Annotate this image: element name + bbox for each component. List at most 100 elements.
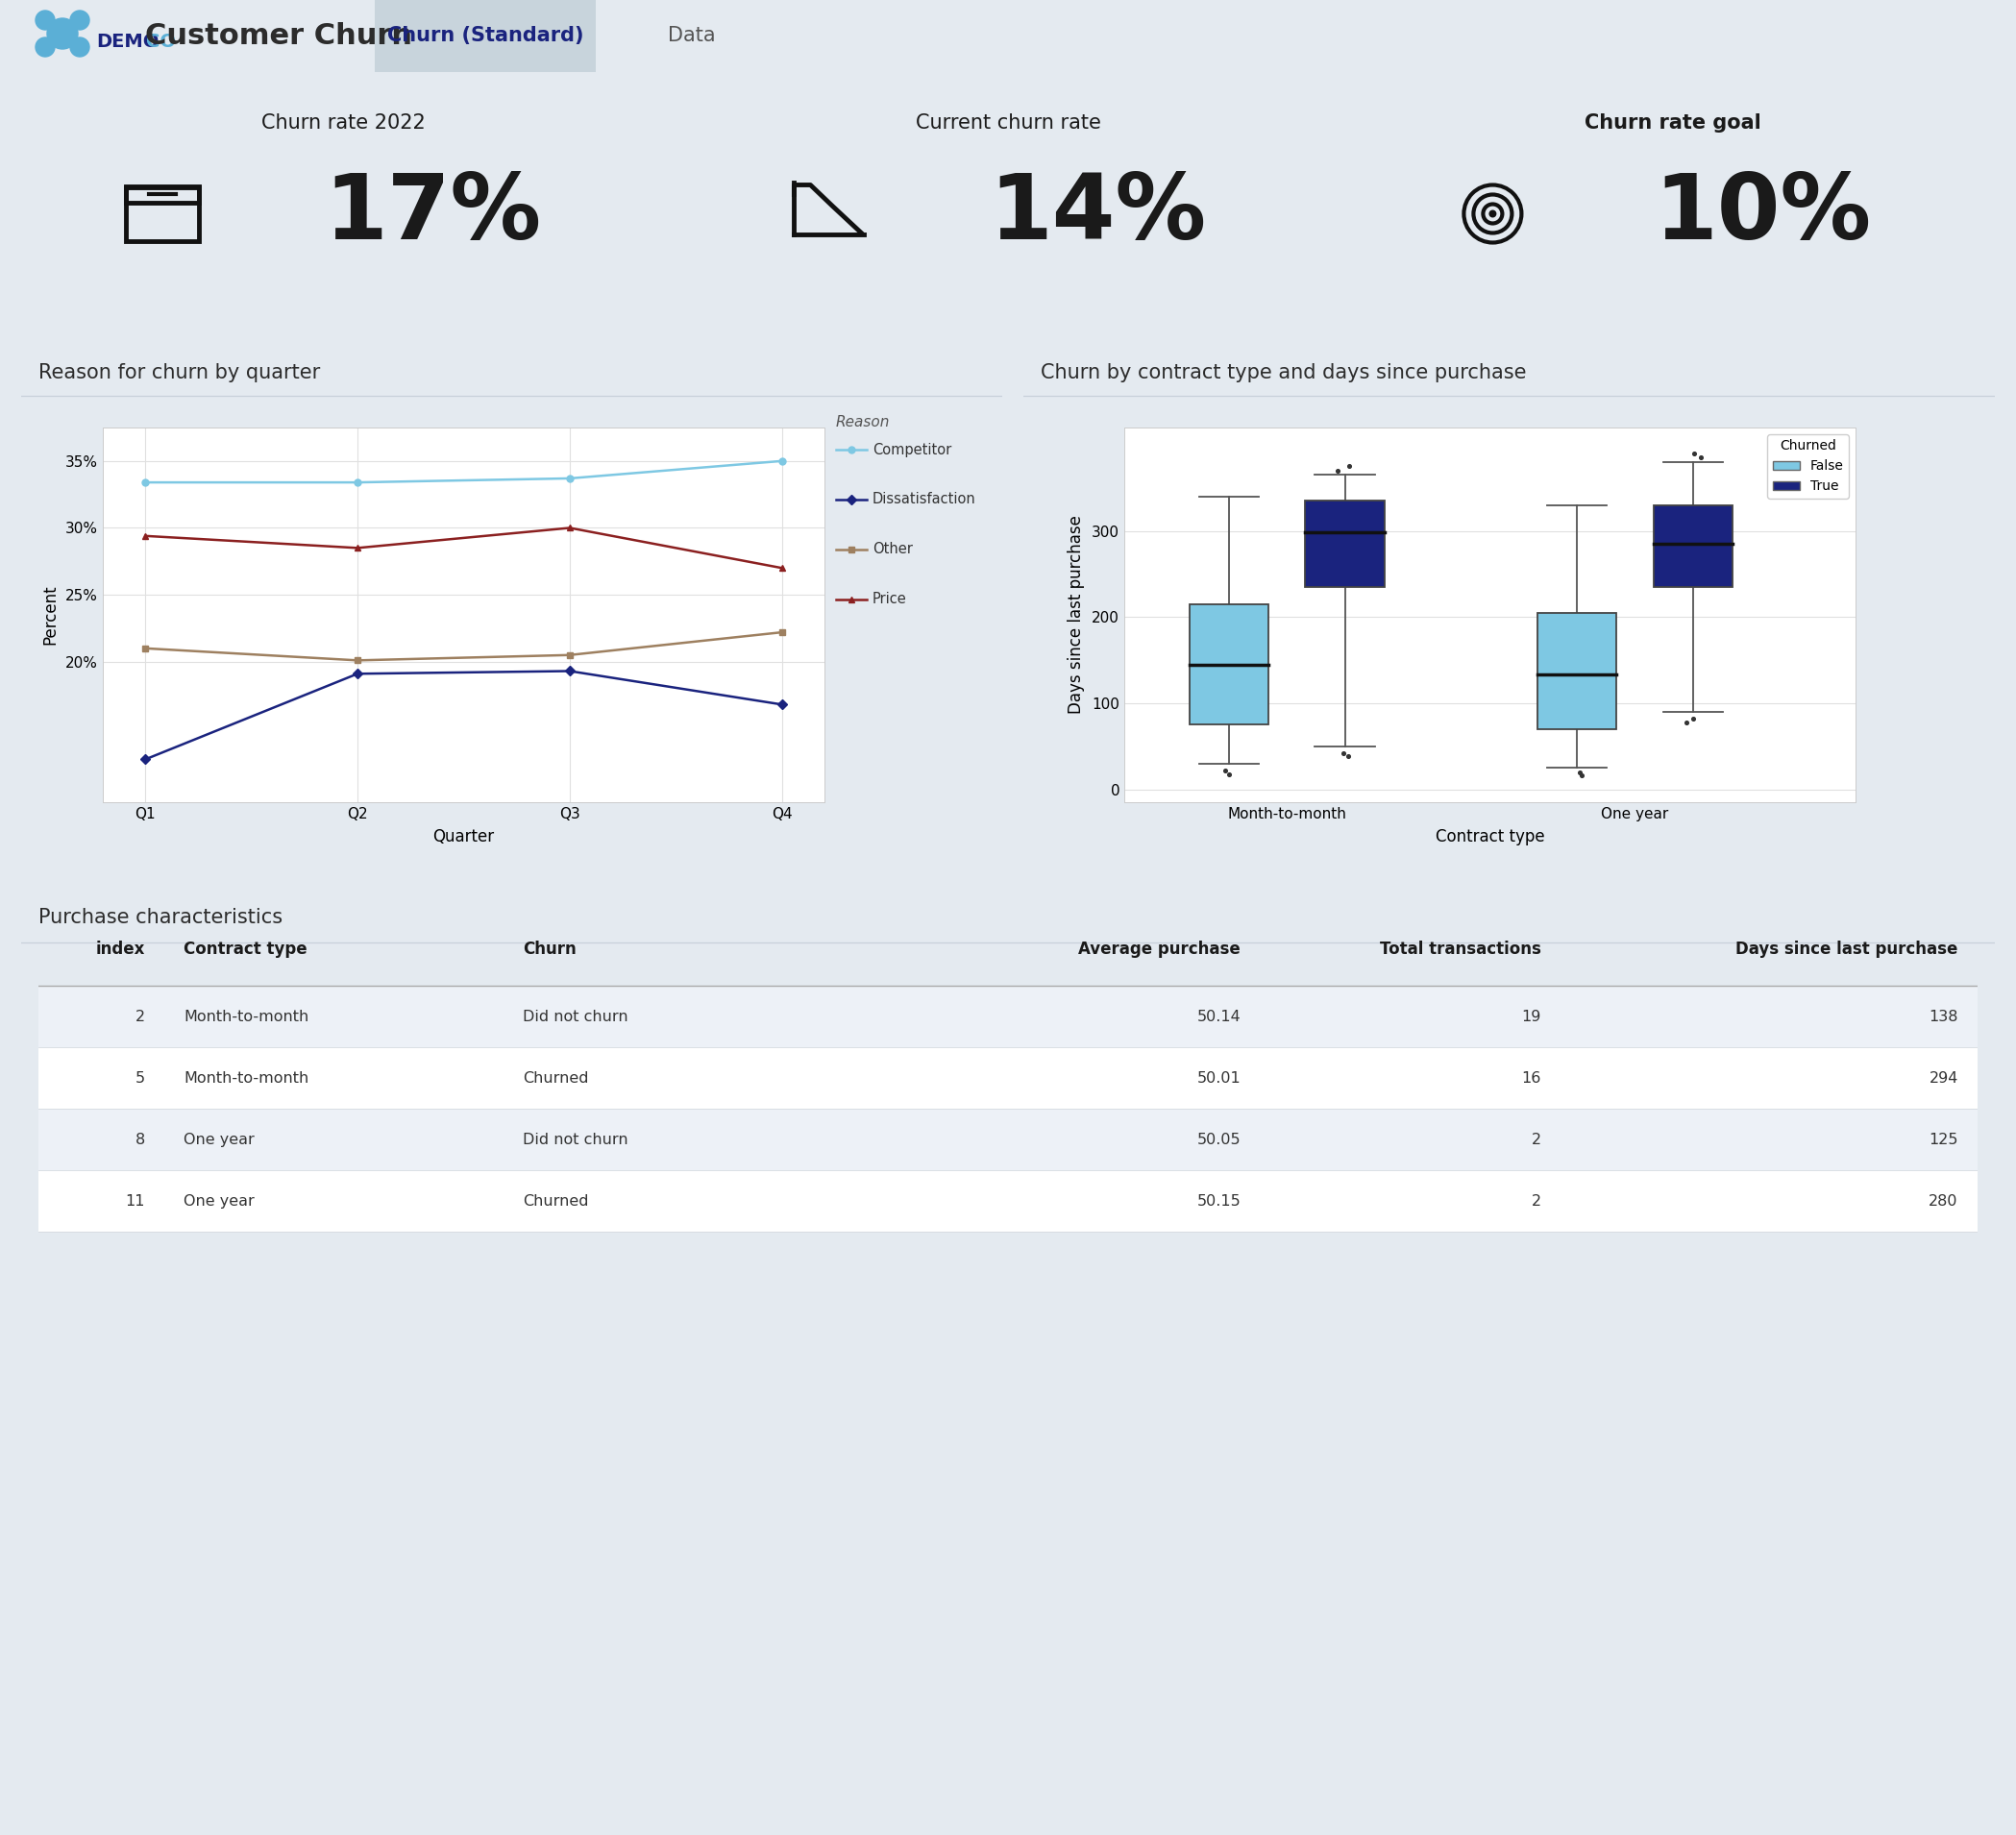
Text: CO: CO: [145, 33, 175, 51]
Text: Churned: Churned: [524, 1072, 589, 1084]
Dissatisfaction: [133, 749, 157, 771]
Point: [1333, 741, 1365, 771]
Text: 11: 11: [125, 1195, 145, 1207]
Text: 16: 16: [1522, 1072, 1542, 1084]
Text: Churn by contract type and days since purchase: Churn by contract type and days since pu…: [1040, 363, 1526, 382]
Text: 10%: 10%: [1655, 169, 1871, 259]
Line: Price: Price: [141, 525, 786, 571]
Text: 2: 2: [135, 1009, 145, 1024]
Text: 280: 280: [1929, 1195, 1958, 1207]
Bar: [1538, 613, 1617, 728]
Competitor: [770, 450, 794, 472]
Y-axis label: Days since last purchase: Days since last purchase: [1068, 516, 1085, 714]
Bar: [38, 985, 1978, 1048]
Point: [1564, 758, 1597, 787]
Other: [770, 622, 794, 644]
Bar: [38, 1171, 1978, 1231]
Text: Average purchase: Average purchase: [1079, 940, 1240, 958]
Point: [1210, 756, 1242, 785]
Text: 5: 5: [135, 1072, 145, 1084]
Text: 17%: 17%: [325, 169, 542, 259]
Line: Other: Other: [141, 629, 786, 664]
Text: Did not churn: Did not churn: [524, 1132, 629, 1147]
Point: [1329, 738, 1361, 767]
Text: Churn rate 2022: Churn rate 2022: [260, 114, 425, 132]
Dissatisfaction: [770, 694, 794, 716]
X-axis label: Contract type: Contract type: [1435, 828, 1544, 846]
Price: [558, 517, 583, 539]
Text: 294: 294: [1929, 1072, 1958, 1084]
Other: [345, 650, 369, 672]
Circle shape: [1490, 209, 1496, 218]
Text: Churn: Churn: [524, 940, 577, 958]
Text: Reason for churn by quarter: Reason for churn by quarter: [38, 363, 321, 382]
Text: 19: 19: [1522, 1009, 1542, 1024]
Text: Other: Other: [873, 543, 913, 556]
Text: One year: One year: [183, 1132, 254, 1147]
Text: Contract type: Contract type: [183, 940, 308, 958]
Point: [1677, 705, 1710, 734]
Price: [133, 525, 157, 547]
Price: [345, 538, 369, 560]
Bar: [127, 187, 200, 240]
Line: Dissatisfaction: Dissatisfaction: [141, 668, 786, 763]
Text: 50.15: 50.15: [1198, 1195, 1240, 1207]
Text: Dissatisfaction: Dissatisfaction: [873, 492, 976, 506]
Point: [1212, 760, 1244, 789]
Line: Competitor: Competitor: [141, 457, 786, 486]
Text: Price: Price: [873, 593, 907, 607]
Circle shape: [46, 18, 79, 50]
Point: [1677, 439, 1710, 468]
Text: 2: 2: [1532, 1195, 1542, 1207]
Circle shape: [36, 11, 54, 29]
Circle shape: [71, 37, 89, 57]
Bar: [1189, 604, 1268, 725]
Competitor: [345, 472, 369, 494]
Bar: [375, 0, 597, 72]
Point: [1333, 451, 1365, 481]
Competitor: [133, 472, 157, 494]
Bar: [1653, 505, 1732, 587]
X-axis label: Quarter: Quarter: [433, 828, 494, 846]
Text: Data: Data: [667, 26, 716, 46]
Text: Total transactions: Total transactions: [1379, 940, 1542, 958]
Text: Did not churn: Did not churn: [524, 1009, 629, 1024]
Text: 2: 2: [1532, 1132, 1542, 1147]
Text: Days since last purchase: Days since last purchase: [1736, 940, 1958, 958]
Text: 50.14: 50.14: [1198, 1009, 1240, 1024]
Bar: [1304, 501, 1385, 587]
Text: DEMO: DEMO: [97, 33, 159, 51]
Dissatisfaction: [345, 662, 369, 684]
Legend: False, True: False, True: [1768, 435, 1849, 499]
Dissatisfaction: [558, 661, 583, 683]
Text: Churn rate goal: Churn rate goal: [1585, 114, 1762, 132]
Bar: [127, 187, 200, 202]
Y-axis label: Percent: Percent: [42, 585, 58, 644]
Text: 14%: 14%: [990, 169, 1208, 259]
Bar: [38, 1108, 1978, 1171]
Text: Month-to-month: Month-to-month: [183, 1072, 308, 1084]
Circle shape: [71, 11, 89, 29]
Point: [1566, 762, 1599, 791]
Text: Purchase characteristics: Purchase characteristics: [38, 908, 282, 927]
Text: Month-to-month: Month-to-month: [183, 1009, 308, 1024]
Text: Current churn rate: Current churn rate: [915, 114, 1101, 132]
Text: Churn (Standard): Churn (Standard): [387, 26, 583, 46]
Circle shape: [36, 37, 54, 57]
Text: index: index: [95, 940, 145, 958]
Point: [1322, 455, 1355, 484]
Text: Customer Churn: Customer Churn: [145, 22, 411, 50]
Competitor: [558, 468, 583, 490]
Other: [558, 644, 583, 666]
Text: 50.05: 50.05: [1198, 1132, 1240, 1147]
Bar: [38, 1048, 1978, 1108]
Point: [1685, 442, 1718, 472]
Text: 8: 8: [135, 1132, 145, 1147]
Other: [133, 637, 157, 659]
Text: 138: 138: [1929, 1009, 1958, 1024]
Text: 50.01: 50.01: [1198, 1072, 1240, 1084]
Text: Competitor: Competitor: [873, 442, 952, 457]
Point: [1669, 708, 1702, 738]
Text: Reason: Reason: [837, 415, 891, 429]
Price: [770, 558, 794, 580]
